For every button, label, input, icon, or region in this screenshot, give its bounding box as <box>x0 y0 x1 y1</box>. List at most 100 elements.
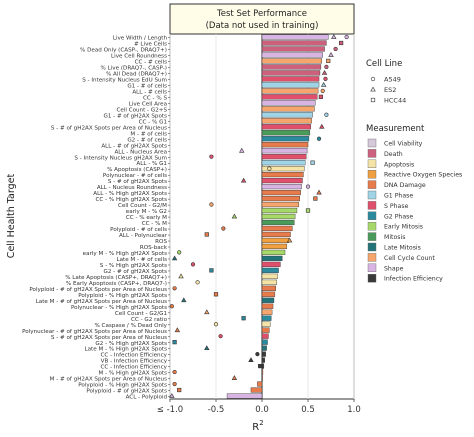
point-es2 <box>331 34 337 39</box>
point-hcc44 <box>204 232 209 237</box>
bar <box>261 82 320 88</box>
bar <box>261 172 304 178</box>
point-a549 <box>323 76 328 81</box>
point-a549 <box>209 202 214 207</box>
bar <box>261 291 276 297</box>
legend-swatch <box>367 169 377 179</box>
bar <box>261 321 271 327</box>
y-tick-label: CC - % S <box>143 95 167 101</box>
bar <box>261 189 301 196</box>
bar <box>261 76 320 82</box>
legend-measurement-label: Early Mitosis <box>384 224 423 231</box>
point-a549 <box>324 64 329 70</box>
legend-measurement-label: DNA Damage <box>384 182 426 189</box>
legend-measurement-label: Cell Viability <box>384 141 423 148</box>
bar <box>261 183 302 190</box>
point-es2 <box>328 52 334 57</box>
point-a549 <box>320 88 325 93</box>
legend-measurement: Measurement Cell Viability Death Apoptosis R… <box>366 124 462 283</box>
points <box>169 34 349 398</box>
y-tick-label: G2 - % High gH2AX Spots <box>95 341 167 347</box>
y-tick-label: S - # of gH2AX Spots per Area of Nucleus <box>51 335 167 341</box>
bar <box>261 273 278 279</box>
point-es2 <box>169 393 175 398</box>
bar <box>261 225 293 232</box>
legend-cell-line-label: A549 <box>384 76 401 84</box>
bar <box>261 40 327 46</box>
bar <box>261 201 299 208</box>
legend-swatch <box>367 274 377 283</box>
point-es2 <box>316 189 322 195</box>
y-tick-label: Cell Count - G2+S <box>116 107 167 113</box>
x-tick-label: 1.0 <box>347 405 361 415</box>
x-tick-label: -0.5 <box>208 405 225 415</box>
bar <box>250 387 263 393</box>
y-tick-label: M - # of cells <box>130 131 167 137</box>
point-es2 <box>240 177 247 183</box>
y-tick-label: G2 - # of cells <box>127 137 167 143</box>
bar <box>261 375 263 381</box>
y-tick-labels: Live Width / Length# Live Cells% Dead On… <box>22 36 170 401</box>
bar <box>261 130 311 136</box>
y-tick-label: Polyploid - % High gH2AX Spots <box>78 293 167 299</box>
bar <box>261 285 277 291</box>
legend-measurement-label: Mitosis <box>384 234 405 241</box>
bar <box>261 219 295 226</box>
bar <box>261 249 286 255</box>
y-tick-label: S - % High gH2AX Spots <box>100 263 167 269</box>
point-a549 <box>218 334 223 339</box>
point-hcc44 <box>370 97 376 103</box>
y-tick-label: % All Dead (DRAQ7+) <box>106 71 167 77</box>
bar <box>261 315 272 321</box>
bar <box>261 303 274 309</box>
point-hcc44 <box>209 268 214 273</box>
y-tick-label: M - # of gH2AX Spots per Area of Nucleus <box>50 377 167 383</box>
y-tick-label: VB - Infection Efficiency <box>101 359 168 365</box>
bar <box>261 261 281 267</box>
legend-cell-line-label: ES2 <box>384 86 396 94</box>
y-tick-label: G1 - # of gH2AX Spots <box>104 113 168 119</box>
bar <box>261 142 309 148</box>
bar <box>261 345 267 351</box>
point-es2 <box>231 213 238 219</box>
bar <box>261 327 270 333</box>
point-a549 <box>305 184 311 189</box>
bar <box>261 100 316 106</box>
legend-swatch <box>367 190 377 200</box>
point-es2 <box>171 255 178 261</box>
bar <box>261 106 315 112</box>
y-tick-label: # Live Cells <box>134 42 167 48</box>
y-tick-label: % Caspase / % Dead Only <box>94 323 167 329</box>
point-es2 <box>178 273 184 279</box>
y-tick-label: Polyploid - # of gH2AX Spots per Area of… <box>29 287 167 293</box>
y-tick-label: ALL - Nucleus Area <box>114 149 167 155</box>
legend-measurement-title: Measurement <box>366 124 425 134</box>
point-a549 <box>333 46 338 52</box>
y-tick-label: Polyploid - # of gH2AX Spots <box>86 389 167 395</box>
y-tick-label: % Late Apoptosis (CASP+, DRAQ7+) <box>65 275 167 281</box>
bar <box>261 207 298 214</box>
y-tick-label: Polynuclear - # of gH2AX Spots per Area … <box>22 329 167 335</box>
bar <box>261 88 319 94</box>
y-tick-label: Live Cell Area <box>129 101 167 107</box>
bar <box>261 339 268 345</box>
y-tick-label: % Live (DRAQ7-, CASP-) <box>101 66 167 72</box>
point-es2 <box>181 297 187 303</box>
y-tick-label: CC - % G1 <box>139 119 168 125</box>
y-tick-label: CC - Infection Efficiency <box>100 365 167 371</box>
y-tick-label: ALL - Nucleus Roundness <box>97 185 167 191</box>
bar <box>261 166 305 172</box>
legend-swatch <box>367 211 377 221</box>
legend-measurement-label: G2 Phase <box>384 213 413 220</box>
point-hcc44 <box>326 58 331 64</box>
y-tick-label: ALL - # of gH2AX Spots <box>101 143 167 149</box>
y-tick-label: G1 - # of cells <box>127 83 167 89</box>
bar <box>261 333 269 339</box>
bar <box>257 381 263 387</box>
legend-swatch <box>367 242 377 252</box>
point-a549 <box>177 250 182 255</box>
y-tick-label: Cell Count - G2/M <box>118 203 167 209</box>
point-hcc44 <box>339 40 344 46</box>
legend-swatch <box>367 263 377 272</box>
